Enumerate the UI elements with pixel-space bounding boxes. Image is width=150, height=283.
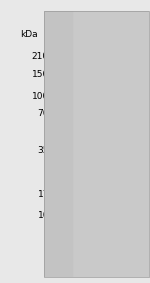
FancyBboxPatch shape bbox=[54, 54, 83, 59]
Text: 210: 210 bbox=[32, 52, 49, 61]
Ellipse shape bbox=[86, 107, 100, 117]
FancyBboxPatch shape bbox=[54, 72, 83, 77]
FancyBboxPatch shape bbox=[54, 148, 83, 153]
Text: 100: 100 bbox=[32, 92, 49, 100]
Text: kDa: kDa bbox=[20, 30, 38, 39]
Text: 35: 35 bbox=[38, 146, 49, 155]
FancyBboxPatch shape bbox=[54, 213, 83, 218]
FancyBboxPatch shape bbox=[54, 192, 83, 197]
FancyBboxPatch shape bbox=[54, 111, 83, 116]
Text: 150: 150 bbox=[32, 70, 49, 79]
Text: 70: 70 bbox=[38, 109, 49, 118]
Ellipse shape bbox=[84, 108, 130, 119]
FancyBboxPatch shape bbox=[54, 93, 83, 99]
Text: 10: 10 bbox=[38, 211, 49, 220]
Text: 17: 17 bbox=[38, 190, 49, 199]
